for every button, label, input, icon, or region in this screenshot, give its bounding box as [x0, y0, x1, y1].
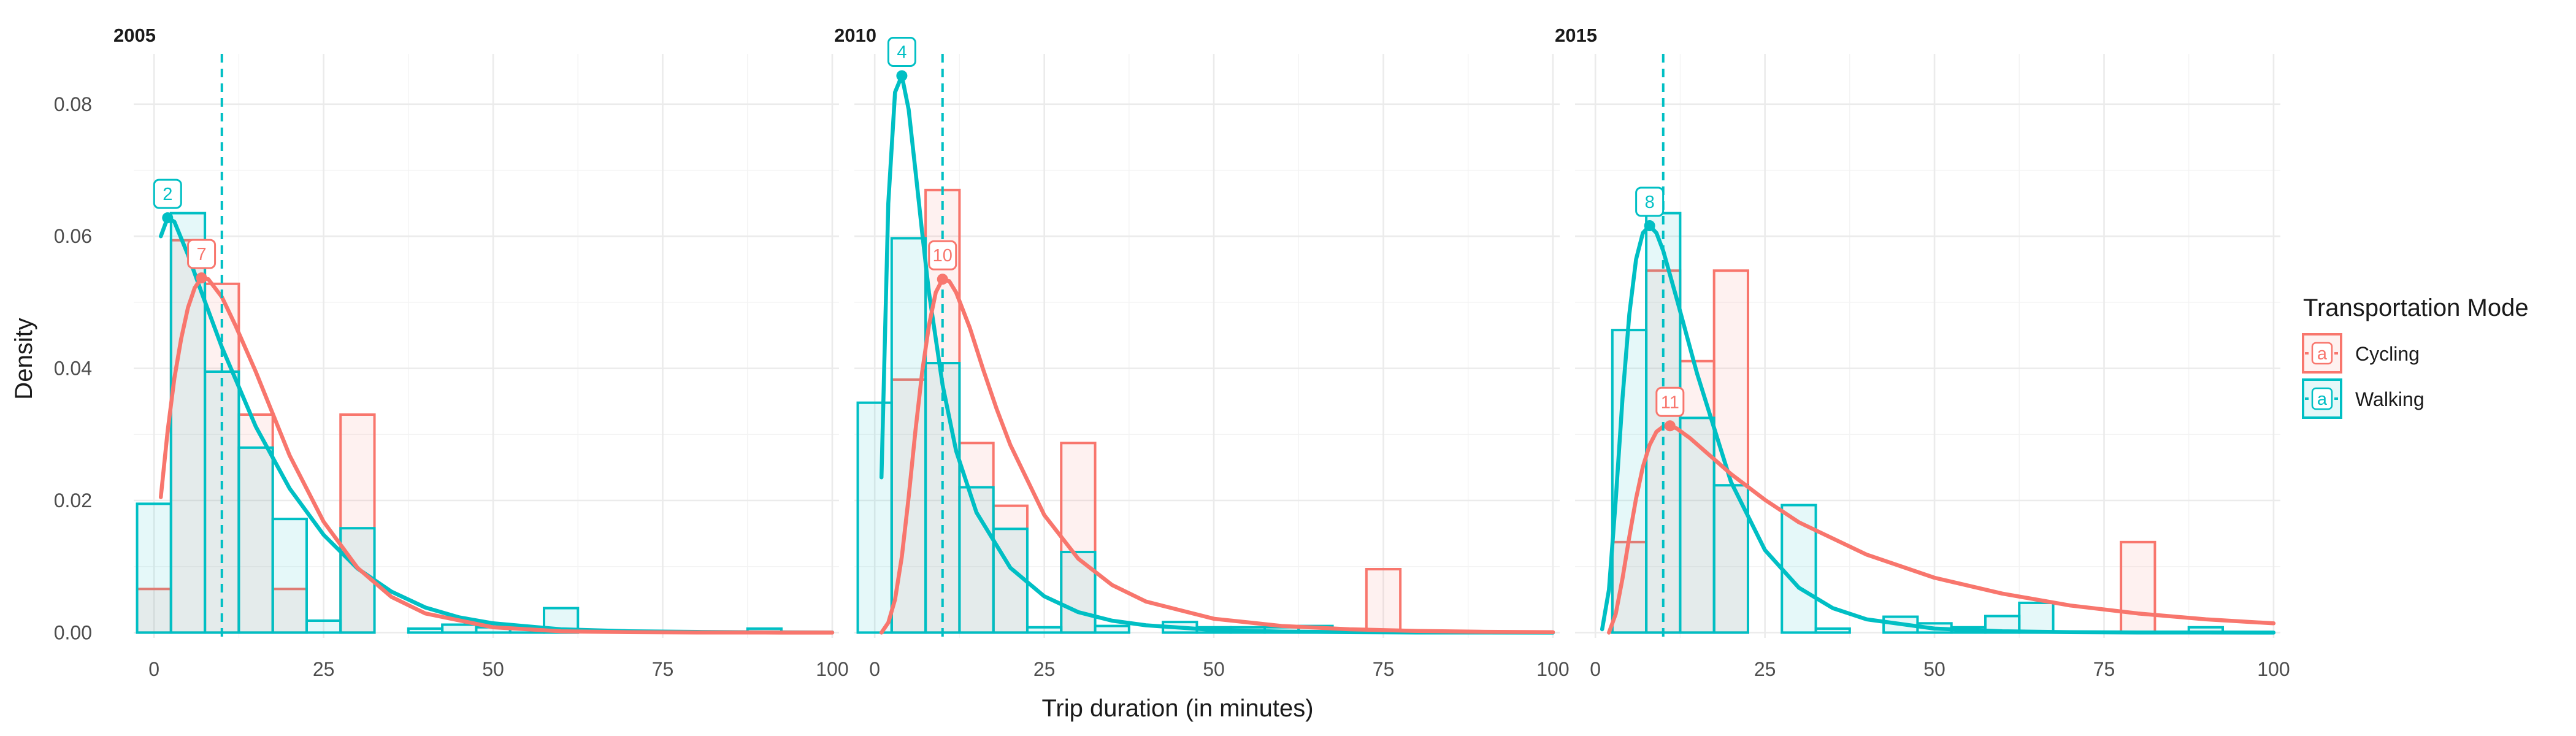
peak-label: 10	[933, 246, 953, 266]
x-tick-label: 50	[1203, 658, 1225, 680]
peak-label: 4	[897, 43, 907, 63]
x-tick-label: 75	[1373, 658, 1395, 680]
x-tick-label: 50	[482, 658, 504, 680]
peak-label: 2	[163, 185, 172, 204]
panel-title: 2010	[834, 25, 876, 46]
peak-point-walking	[896, 70, 908, 82]
y-tick-label: 0.00	[54, 621, 92, 643]
histogram-bar-walking	[1712, 484, 1749, 634]
x-axis-title: Trip duration (in minutes)	[1041, 695, 1313, 722]
peak-label: 8	[1645, 193, 1655, 212]
legend-item-walking: a Walking	[2302, 378, 2425, 419]
x-tick-label: 25	[1033, 658, 1056, 680]
histogram-bar-cycling	[1365, 568, 1402, 634]
histogram-bar-walking	[441, 623, 478, 634]
x-tick-label: 100	[816, 658, 848, 680]
peak-label-box	[928, 240, 957, 270]
histogram-bar-cycling	[1060, 442, 1097, 634]
x-tick-label: 25	[313, 658, 335, 680]
density-curve-cycling	[879, 277, 1555, 635]
peak-label-box	[153, 178, 182, 209]
panel-title: 2005	[113, 25, 156, 46]
y-tick-label: 0.06	[54, 225, 92, 247]
histogram-bar-walking	[271, 518, 308, 634]
x-tick-label: 100	[2257, 658, 2290, 680]
histogram-bar-walking	[1814, 627, 1851, 634]
peak-point-walking	[1644, 220, 1655, 231]
panel-2010: 2010 0 25 50 75 100 4 10	[834, 25, 1570, 680]
peak-point-cycling	[937, 274, 948, 285]
x-tick-label: 0	[148, 658, 159, 680]
legend-key-label-box	[2311, 387, 2333, 410]
legend-title: Transportation Mode	[2303, 294, 2529, 321]
density-curve-walking	[1600, 223, 2276, 635]
histogram-bar-walking	[1679, 416, 1715, 634]
peak-point-cycling	[1664, 420, 1676, 432]
histogram-bar-walking	[305, 619, 342, 634]
histogram-bar-walking	[1025, 626, 1063, 634]
peak-label: 7	[197, 245, 207, 264]
peak-label-box	[1635, 186, 1665, 217]
legend-key-text: a	[2317, 344, 2328, 364]
legend-label: Walking	[2355, 388, 2425, 410]
panel-title: 2015	[1555, 25, 1597, 46]
legend-key-text: a	[2317, 389, 2328, 409]
histogram-bar-walking	[856, 401, 893, 634]
histogram-bar-walking	[992, 527, 1029, 634]
x-tick-label: 0	[1590, 658, 1601, 680]
peak-label: 11	[1661, 393, 1679, 412]
histogram-bar-walking	[2018, 601, 2055, 634]
panel-2015: 2015 0 25 50 75 100 8 11	[1555, 25, 2290, 680]
peak-label-box	[1655, 386, 1685, 417]
histogram-bar-walking	[890, 237, 927, 634]
legend: Transportation Mode a Cycling a Walking	[2302, 294, 2529, 419]
histogram-bar-walking	[237, 446, 274, 634]
peak-label-box	[187, 239, 217, 269]
peak-label-box	[887, 37, 916, 67]
y-tick-label: 0.04	[54, 358, 92, 380]
y-tick-label: 0.08	[54, 93, 92, 115]
peak-point-cycling	[196, 272, 207, 284]
legend-keys: a Cycling a Walking	[2302, 333, 2425, 419]
histogram-bar-walking	[136, 502, 172, 634]
legend-item-cycling: a Cycling	[2302, 333, 2420, 374]
density-curve-cycling	[158, 275, 835, 635]
legend-label: Cycling	[2355, 343, 2420, 365]
density-curve-cycling	[1607, 424, 2276, 635]
histogram-bar-walking	[407, 627, 444, 634]
legend-key-label-box	[2311, 342, 2333, 365]
x-tick-label: 75	[652, 658, 674, 680]
panel-2005: 2005 0 25 50 75 100 0.00 0.02 0.04 0.06 0.08 2 7	[54, 25, 849, 680]
density-curve-walking	[879, 74, 1555, 635]
histogram-bar-cycling	[339, 413, 376, 634]
histogram-bar-walking	[1094, 624, 1130, 634]
histogram-bar-cycling	[2120, 540, 2156, 634]
peak-point-walking	[162, 212, 174, 224]
y-axis-title: Density	[10, 318, 37, 399]
x-tick-label: 0	[869, 658, 880, 680]
x-tick-label: 50	[1923, 658, 1945, 680]
x-tick-label: 100	[1536, 658, 1569, 680]
x-tick-label: 75	[2093, 658, 2115, 680]
histogram-bar-walking	[1060, 551, 1097, 634]
y-tick-label: 0.02	[54, 489, 92, 512]
x-tick-label: 25	[1754, 658, 1776, 680]
